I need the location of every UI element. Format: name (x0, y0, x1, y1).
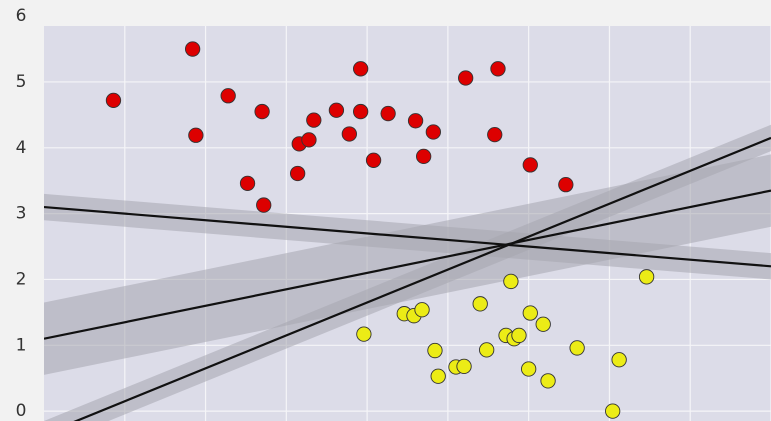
point-class-b (414, 302, 430, 318)
y-tick-label: 4 (16, 138, 27, 158)
point-class-a (407, 113, 424, 129)
point-class-a (328, 102, 345, 118)
point-class-b (503, 273, 519, 290)
separating-line-3 (73, 136, 771, 421)
y-tick-label: 3 (16, 204, 27, 224)
separating-lines (44, 136, 771, 421)
point-class-b (430, 368, 446, 384)
point-class-a (352, 61, 369, 77)
data-points (105, 41, 655, 419)
separating-line-2 (44, 189, 771, 340)
point-class-a (341, 126, 357, 142)
point-class-b (472, 296, 488, 312)
point-class-a (239, 175, 256, 191)
point-class-a (289, 165, 306, 182)
y-tick-label: 1 (16, 335, 27, 355)
point-class-b (611, 352, 627, 368)
point-class-b (427, 342, 443, 359)
y-tick-label: 0 (16, 401, 27, 421)
y-tick-labels: 0 1 2 3 4 5 6 (16, 6, 27, 421)
point-class-a (490, 61, 506, 77)
y-tick-label: 2 (16, 269, 27, 289)
point-class-b (540, 373, 556, 389)
point-class-a (306, 112, 322, 128)
point-class-b (511, 327, 527, 344)
point-class-b (605, 403, 621, 419)
point-class-b (535, 316, 551, 332)
point-class-a (487, 126, 503, 143)
point-class-a (105, 92, 122, 109)
point-class-b (522, 305, 538, 321)
point-class-b (569, 340, 585, 356)
point-class-a (365, 152, 382, 168)
point-class-a (188, 127, 204, 143)
point-class-a (558, 177, 574, 193)
point-class-a (301, 132, 317, 148)
point-class-a (352, 103, 369, 120)
point-class-a (416, 148, 432, 165)
y-tick-label: 6 (16, 6, 27, 26)
point-class-a (256, 197, 272, 213)
point-class-b (456, 358, 472, 375)
point-class-a (522, 157, 538, 173)
point-class-a (220, 88, 236, 104)
point-class-b (521, 361, 537, 377)
point-class-b (638, 269, 655, 285)
margin-band-3 (44, 124, 771, 421)
point-class-a (184, 41, 201, 57)
point-class-a (254, 103, 270, 120)
point-class-b (356, 326, 372, 342)
point-class-a (425, 124, 441, 140)
point-class-a (458, 70, 474, 86)
point-class-b (479, 342, 495, 358)
point-class-a (380, 105, 396, 122)
separating-line-1 (44, 205, 771, 268)
y-tick-label: 5 (16, 72, 27, 92)
